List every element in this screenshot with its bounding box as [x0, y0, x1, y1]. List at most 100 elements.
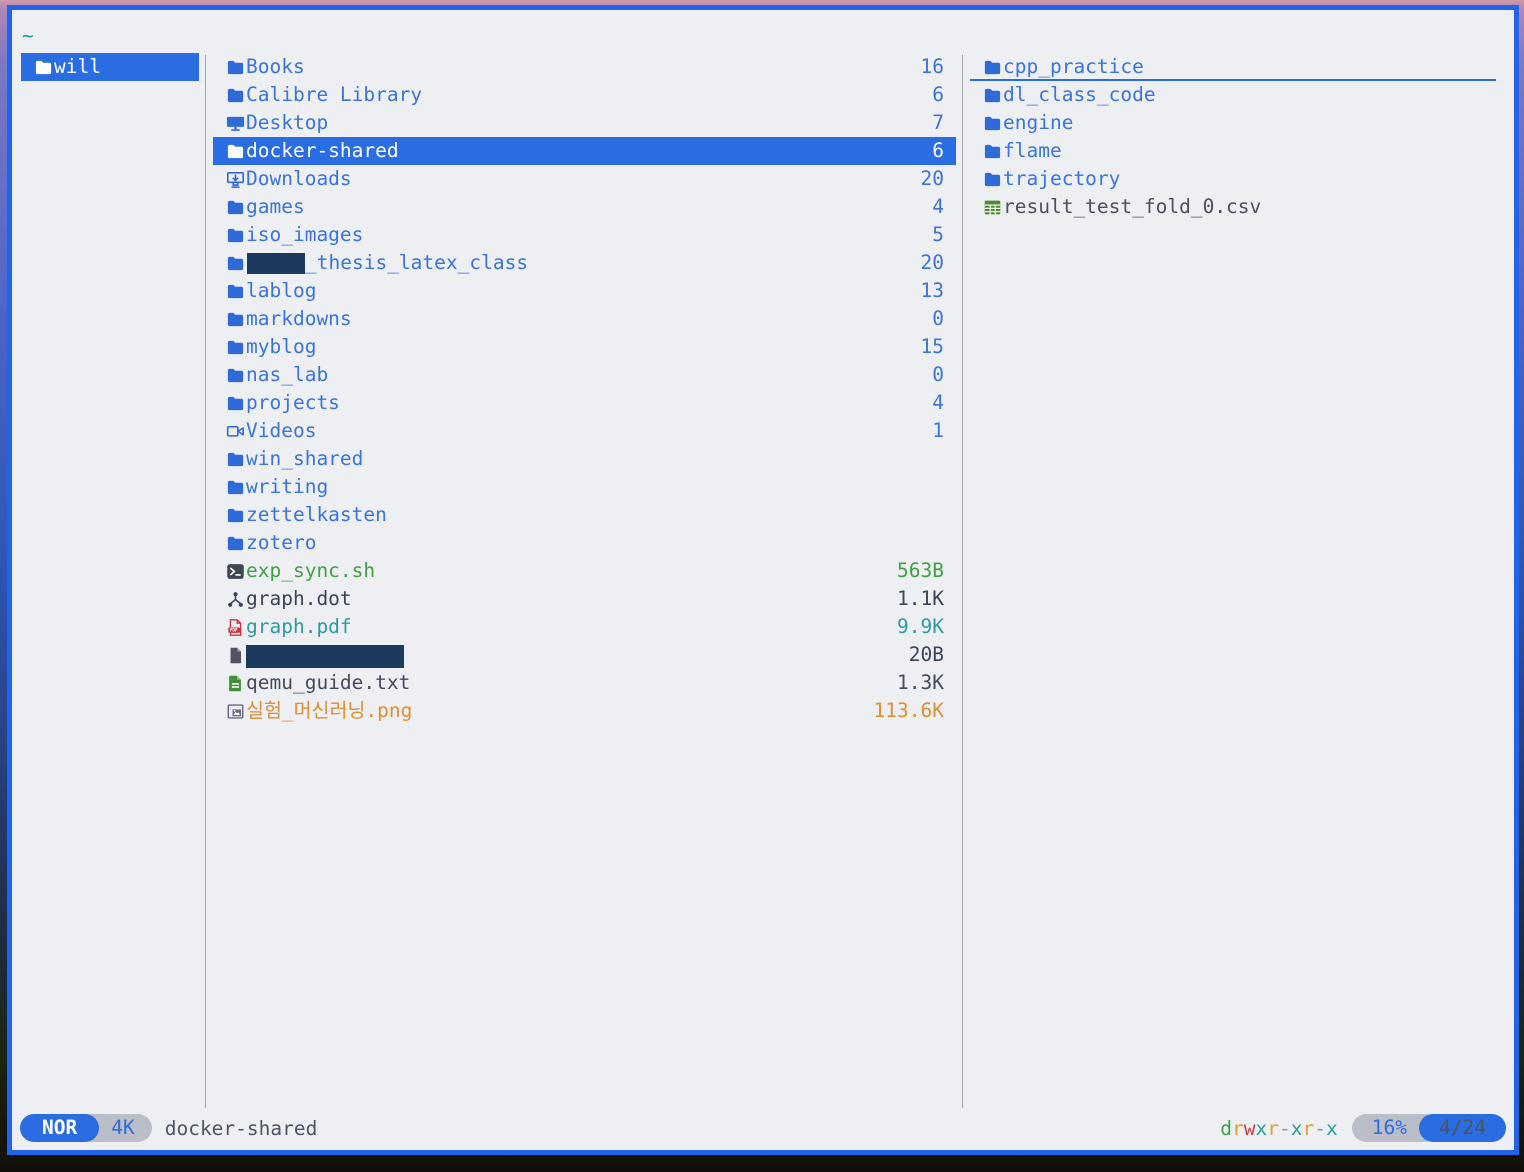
preview-row[interactable]: cpp_practice	[970, 53, 1496, 81]
item-count: 20	[920, 167, 944, 190]
file-row[interactable]: Calibre Library 6	[213, 81, 956, 109]
file-row[interactable]: zettelkasten	[213, 501, 956, 529]
cursor-position-badge: 4/24	[1419, 1114, 1506, 1142]
item-count: 20B	[908, 643, 944, 666]
terminal-icon	[225, 557, 246, 585]
file-row[interactable]: win_shared	[213, 445, 956, 473]
item-name: writing	[246, 475, 329, 498]
item-name: games	[246, 195, 305, 218]
pdf-icon: PDF	[225, 613, 246, 641]
item-count: 13	[920, 279, 944, 302]
folder-icon	[982, 53, 1003, 81]
folder-icon	[225, 361, 246, 389]
item-count: 6	[932, 83, 944, 106]
folder-icon	[225, 137, 246, 165]
status-left: NOR 4K docker-shared	[20, 1114, 317, 1142]
desktop-icon	[225, 109, 246, 137]
redaction-box	[246, 645, 404, 668]
folder-icon	[225, 529, 246, 557]
parent-dir-row[interactable]: will	[21, 53, 199, 81]
folder-icon	[225, 249, 246, 277]
file-row[interactable]: markdowns 0	[213, 305, 956, 333]
terminal-window: ~ will Books 16 Calibre Library 6 Desktop 7 do…	[7, 5, 1519, 1155]
preview-row[interactable]: dl_class_code	[970, 81, 1496, 109]
file-row[interactable]: nas_lab 0	[213, 361, 956, 389]
item-count: 113.6K	[873, 699, 944, 722]
file-row[interactable]: _thesis_latex_class 20	[213, 249, 956, 277]
folder-icon	[982, 137, 1003, 165]
item-name: engine	[1003, 111, 1074, 134]
item-name: win_shared	[246, 447, 364, 470]
item-count: 16	[920, 55, 944, 78]
file-row[interactable]: exp_sync.sh 563B	[213, 557, 956, 585]
folder-icon	[225, 277, 246, 305]
file-row[interactable]: 실험_머신러닝.png 113.6K	[213, 697, 956, 725]
file-row[interactable]: myblog 15	[213, 333, 956, 361]
item-name: zettelkasten	[246, 503, 387, 526]
file-row[interactable]: zotero	[213, 529, 956, 557]
file-row[interactable]: lablog 13	[213, 277, 956, 305]
file-manager: ~ will Books 16 Calibre Library 6 Desktop 7 do…	[12, 10, 1514, 1150]
file-row[interactable]: 20B	[213, 641, 956, 669]
file-row[interactable]: docker-shared 6	[213, 137, 956, 165]
status-bar: NOR 4K docker-shared drwxr-xr-x 16% 4/24	[20, 1113, 1506, 1143]
file-row[interactable]: projects 4	[213, 389, 956, 417]
file-icon	[225, 641, 246, 669]
pane-divider	[962, 55, 963, 1108]
file-row[interactable]: Downloads 20	[213, 165, 956, 193]
preview-row[interactable]: result_test_fold_0.csv	[970, 193, 1496, 221]
item-count: 9.9K	[897, 615, 944, 638]
folder-icon	[33, 53, 54, 81]
redaction-box	[247, 252, 305, 274]
permissions-text: drwxr-xr-x	[1220, 1116, 1338, 1140]
item-name: qemu_guide.txt	[246, 671, 411, 694]
item-count: 4	[932, 391, 944, 414]
item-name: graph.dot	[246, 587, 352, 610]
file-row[interactable]: Videos 1	[213, 417, 956, 445]
preview-row[interactable]: engine	[970, 109, 1496, 137]
item-name: Calibre Library	[246, 83, 423, 106]
item-name: exp_sync.sh	[246, 559, 376, 582]
item-name: iso_images	[246, 223, 364, 246]
item-count: 6	[932, 139, 944, 162]
item-count: 5	[932, 223, 944, 246]
folder-icon	[982, 81, 1003, 109]
file-row[interactable]: qemu_guide.txt 1.3K	[213, 669, 956, 697]
item-name: flame	[1003, 139, 1062, 162]
item-name: Desktop	[246, 111, 329, 134]
mode-badge: NOR	[20, 1114, 100, 1142]
item-name: Books	[246, 55, 305, 78]
item-count: 1	[932, 419, 944, 442]
graph-icon	[225, 585, 246, 613]
folder-icon	[225, 445, 246, 473]
file-row[interactable]: games 4	[213, 193, 956, 221]
item-count: 7	[932, 111, 944, 134]
item-count: 563B	[897, 559, 944, 582]
preview-row[interactable]: trajectory	[970, 165, 1496, 193]
item-name: lablog	[246, 279, 317, 302]
preview-pane: cpp_practice dl_class_code engine flame traj…	[970, 53, 1496, 221]
status-filename: docker-shared	[164, 1116, 318, 1140]
file-row[interactable]: graph.dot 1.1K	[213, 585, 956, 613]
file-row[interactable]: iso_images 5	[213, 221, 956, 249]
status-right: drwxr-xr-x 16% 4/24	[1220, 1114, 1506, 1142]
file-row[interactable]: writing	[213, 473, 956, 501]
item-count: 1.3K	[897, 671, 944, 694]
item-name: cpp_practice	[1003, 55, 1144, 78]
file-row[interactable]: Books 16	[213, 53, 956, 81]
item-count: 4	[932, 195, 944, 218]
item-name: trajectory	[1003, 167, 1121, 190]
item-name: nas_lab	[246, 363, 329, 386]
file-row[interactable]: Desktop 7	[213, 109, 956, 137]
breadcrumb: ~	[22, 24, 34, 47]
current-pane: Books 16 Calibre Library 6 Desktop 7 docker-sh…	[213, 53, 956, 725]
file-row[interactable]: PDF graph.pdf 9.9K	[213, 613, 956, 641]
preview-row[interactable]: flame	[970, 137, 1496, 165]
item-name: zotero	[246, 531, 317, 554]
item-count: 0	[932, 363, 944, 386]
item-name: result_test_fold_0.csv	[1003, 195, 1262, 218]
image-icon	[225, 697, 246, 725]
folder-icon	[225, 333, 246, 361]
item-name: graph.pdf	[246, 615, 352, 638]
item-name: 실험_머신러닝.png	[246, 699, 413, 722]
